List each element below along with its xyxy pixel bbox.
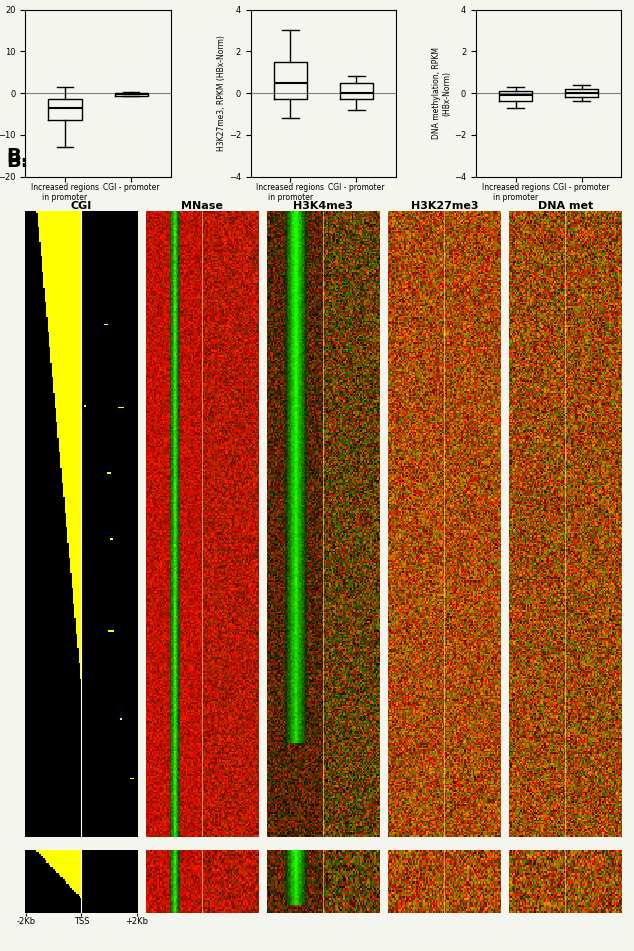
Title: MNase: MNase bbox=[181, 201, 223, 210]
Text: B.: B. bbox=[6, 147, 29, 166]
Title: H3K27me3: H3K27me3 bbox=[411, 201, 478, 210]
Text: B.: B. bbox=[6, 152, 29, 171]
Title: H3K4me3: H3K4me3 bbox=[294, 201, 353, 210]
Y-axis label: DNA methylation, RPKM
(HBx-Norm): DNA methylation, RPKM (HBx-Norm) bbox=[432, 47, 451, 139]
Title: DNA met: DNA met bbox=[538, 201, 593, 210]
Title: CGI: CGI bbox=[71, 201, 92, 210]
Y-axis label: H3K27me3, RPKM (HBx-Norm): H3K27me3, RPKM (HBx-Norm) bbox=[217, 35, 226, 151]
